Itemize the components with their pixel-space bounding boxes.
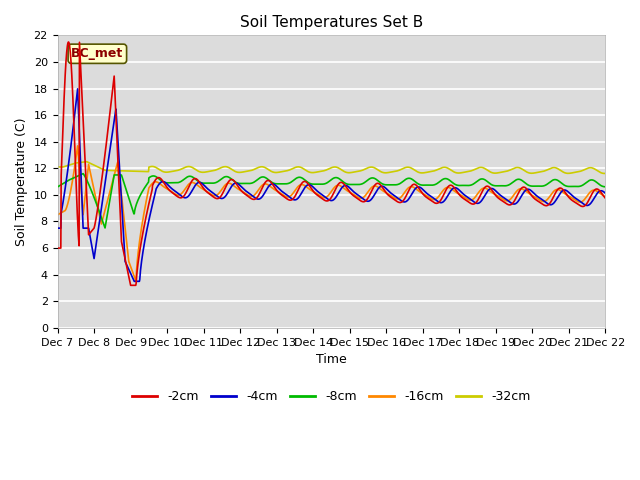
Y-axis label: Soil Temperature (C): Soil Temperature (C) — [15, 117, 28, 246]
Title: Soil Temperatures Set B: Soil Temperatures Set B — [240, 15, 423, 30]
Legend: -2cm, -4cm, -8cm, -16cm, -32cm: -2cm, -4cm, -8cm, -16cm, -32cm — [127, 385, 536, 408]
Text: BC_met: BC_met — [71, 47, 124, 60]
X-axis label: Time: Time — [316, 353, 347, 366]
